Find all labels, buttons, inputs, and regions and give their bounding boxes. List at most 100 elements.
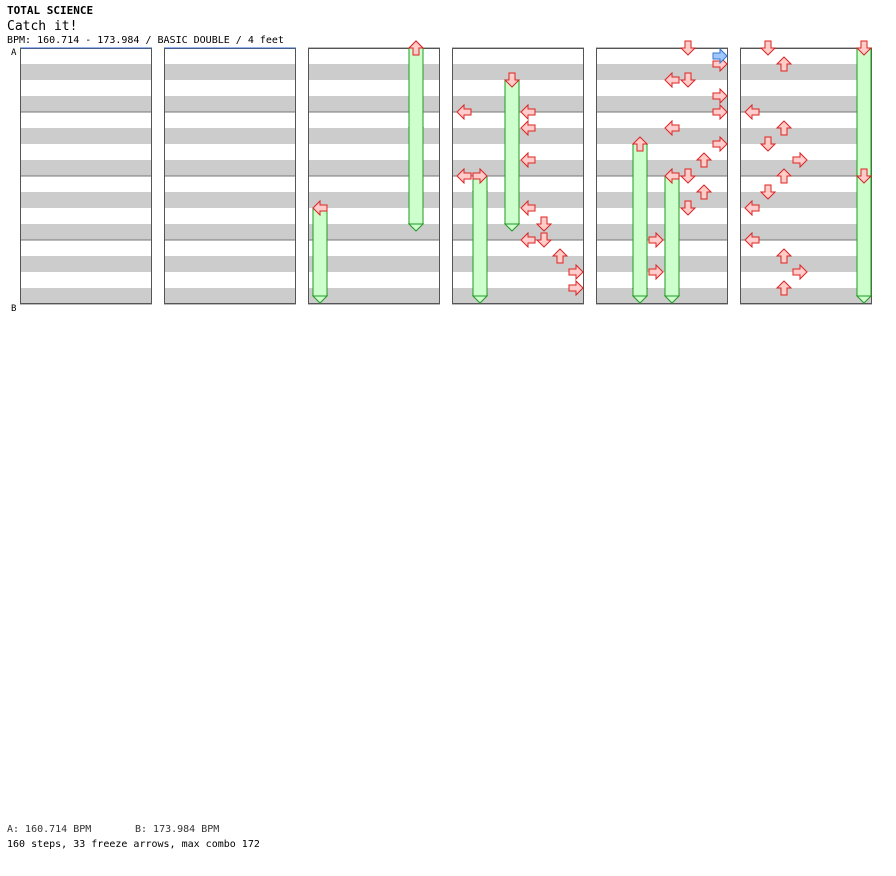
freeze-arrow-body	[472, 175, 488, 297]
right-arrow-icon	[568, 263, 584, 281]
up-arrow-icon	[695, 184, 713, 200]
beat-stripe	[596, 128, 728, 144]
down-arrow-icon	[535, 216, 553, 232]
freeze-arrow-body	[856, 47, 872, 177]
left-arrow-icon	[456, 167, 472, 185]
bpm-legend: A: 160.714 BPM B: 173.984 BPM	[7, 824, 219, 835]
up-arrow-icon	[775, 280, 793, 296]
beat-stripe	[740, 256, 872, 272]
beat-stripe	[308, 128, 440, 144]
beat-stripe	[596, 160, 728, 176]
right-arrow-icon	[712, 87, 728, 105]
beat-stripe	[164, 96, 296, 112]
freeze-arrow-tail	[471, 295, 489, 304]
right-arrow-icon	[568, 279, 584, 297]
freeze-arrow-body	[632, 143, 648, 297]
left-arrow-icon	[456, 103, 472, 121]
marker-b-label: B	[11, 304, 17, 314]
beat-stripe	[740, 288, 872, 304]
beat-stripe	[740, 160, 872, 176]
beat-stripe	[164, 224, 296, 240]
down-arrow-icon	[855, 168, 873, 184]
right-arrow-icon	[472, 167, 488, 185]
beat-stripe	[596, 256, 728, 272]
beat-stripe	[20, 96, 152, 112]
freeze-arrow-tail	[663, 295, 681, 304]
beat-stripe	[308, 288, 440, 304]
freeze-arrow-tail	[311, 295, 329, 304]
column-border	[452, 48, 584, 304]
right-arrow-icon	[712, 103, 728, 121]
freeze-arrow-body	[856, 175, 872, 297]
beat-stripe	[596, 288, 728, 304]
down-arrow-icon	[759, 136, 777, 152]
beat-stripe	[20, 256, 152, 272]
up-arrow-icon	[695, 152, 713, 168]
up-arrow-icon	[775, 56, 793, 72]
right-arrow-icon	[648, 231, 664, 249]
up-arrow-icon	[775, 248, 793, 264]
bpm-a-label: A: 160.714 BPM	[7, 824, 92, 835]
freeze-arrow-tail	[631, 295, 649, 304]
freeze-arrow-body	[312, 207, 328, 297]
beat-stripe	[308, 256, 440, 272]
beat-stripe	[164, 128, 296, 144]
beat-stripe	[164, 288, 296, 304]
beat-stripe	[596, 96, 728, 112]
left-arrow-icon	[520, 199, 536, 217]
column-border	[596, 48, 728, 304]
left-arrow-icon	[664, 71, 680, 89]
up-arrow-icon	[551, 248, 569, 264]
beat-stripe	[452, 224, 584, 240]
up-arrow-icon	[631, 136, 649, 152]
beat-stripe	[164, 160, 296, 176]
left-arrow-icon	[520, 103, 536, 121]
beat-stripe	[308, 224, 440, 240]
artist-name: TOTAL SCIENCE	[7, 4, 94, 17]
left-arrow-icon	[520, 119, 536, 137]
beat-stripe	[164, 64, 296, 80]
freeze-arrow-body	[408, 47, 424, 225]
freeze-arrow-tail	[503, 223, 521, 232]
down-arrow-icon	[759, 184, 777, 200]
marker-a-label: A	[11, 48, 17, 58]
down-arrow-icon	[679, 168, 697, 184]
beat-stripe	[452, 64, 584, 80]
right-arrow-icon	[712, 47, 728, 65]
beat-stripe	[308, 96, 440, 112]
beat-stripe	[740, 192, 872, 208]
beat-stripe	[164, 192, 296, 208]
left-arrow-icon	[520, 231, 536, 249]
column-border	[308, 48, 440, 304]
freeze-arrow-tail	[855, 295, 873, 304]
down-arrow-icon	[679, 72, 697, 88]
right-arrow-icon	[792, 151, 808, 169]
beat-stripe	[740, 64, 872, 80]
up-arrow-icon	[775, 168, 793, 184]
beat-stripe	[596, 64, 728, 80]
right-arrow-icon	[712, 135, 728, 153]
beat-stripe	[308, 192, 440, 208]
beat-stripe	[20, 192, 152, 208]
beat-stripe	[452, 256, 584, 272]
bpm-info: BPM: 160.714 - 173.984 / BASIC DOUBLE / …	[7, 35, 284, 46]
left-arrow-icon	[744, 231, 760, 249]
down-arrow-icon	[679, 200, 697, 216]
left-arrow-icon	[664, 167, 680, 185]
bpm-b-label: B: 173.984 BPM	[135, 824, 220, 835]
freeze-arrow-body	[664, 175, 680, 297]
beat-stripe	[596, 192, 728, 208]
song-title: Catch it!	[7, 19, 78, 34]
right-arrow-icon	[648, 263, 664, 281]
beat-stripe	[164, 256, 296, 272]
beat-stripe	[308, 160, 440, 176]
beat-stripe	[20, 128, 152, 144]
beat-stripe	[20, 160, 152, 176]
up-arrow-icon	[775, 120, 793, 136]
beat-stripe	[308, 64, 440, 80]
beat-stripe	[740, 128, 872, 144]
down-arrow-icon	[759, 40, 777, 56]
down-arrow-icon	[679, 40, 697, 56]
right-arrow-icon	[792, 263, 808, 281]
